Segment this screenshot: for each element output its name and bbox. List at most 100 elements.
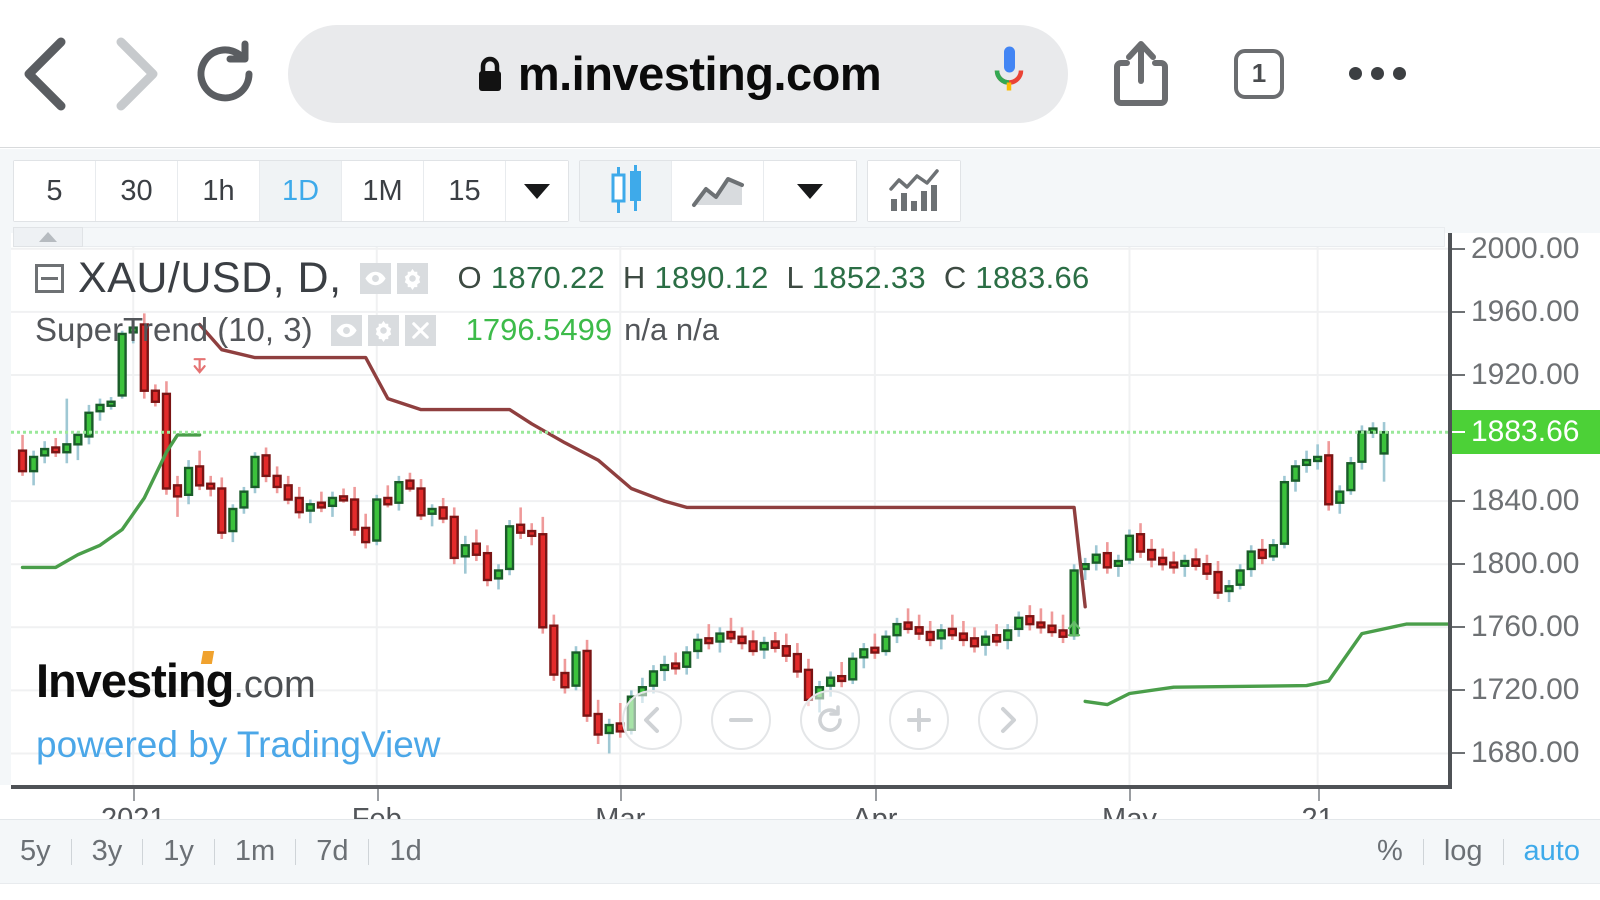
divider (213, 838, 215, 865)
bottom-bar: 5y 3y 1y 1m 7d 1d % log auto (0, 819, 1600, 883)
time-axis-tick (620, 789, 623, 801)
ohlc-close-value: 1883.66 (975, 260, 1090, 295)
logo-dot (200, 651, 215, 664)
chevron-down-icon (797, 183, 823, 199)
divider (142, 838, 144, 865)
gear-icon[interactable] (396, 262, 428, 294)
tick-mark (1452, 752, 1465, 755)
scroll-right-button[interactable] (978, 690, 1038, 750)
candlestick-icon (611, 165, 641, 213)
tick-mark (1452, 431, 1465, 434)
scale-auto-button[interactable]: auto (1523, 835, 1580, 867)
ohlc-open-value: 1870.22 (490, 260, 606, 295)
eye-icon[interactable] (330, 314, 362, 346)
tick-label: 1720.00 (1471, 673, 1580, 707)
timeframe-15[interactable]: 15 (424, 161, 506, 221)
ohlc-values: O 1870.22 H 1890.12 L 1852.33 C 1883.66 (458, 260, 1090, 296)
timeframe-more-button[interactable] (506, 161, 568, 221)
tick-mark (1452, 310, 1465, 313)
indicator-legend-row: SuperTrend (10, 3) 1796.5499 n/a n/a (35, 307, 1090, 353)
chart-legend: XAU/USD, D, O 1870.22 H 1890.12 L 1852.3… (35, 254, 1090, 353)
chevron-down-icon (524, 183, 550, 199)
toolbar-collapse-strip (83, 227, 1445, 247)
range-3y[interactable]: 3y (91, 835, 123, 867)
ellipsis-icon (1348, 67, 1406, 80)
timeframe-1d[interactable]: 1D (260, 161, 342, 221)
ohlc-high-value: 1890.12 (654, 260, 769, 295)
plus-icon (907, 708, 931, 732)
chart-style-group (579, 160, 857, 222)
symbol-legend-row: XAU/USD, D, O 1870.22 H 1890.12 L 1852.3… (35, 254, 1090, 302)
range-7d[interactable]: 7d (316, 835, 349, 867)
back-button[interactable] (0, 34, 90, 114)
range-1d[interactable]: 1d (389, 835, 422, 867)
tick-label: 1883.66 (1471, 415, 1580, 449)
url-text: m.investing.com (517, 47, 882, 100)
price-axis-divider (1448, 233, 1452, 789)
zoom-in-button[interactable] (889, 690, 949, 750)
time-axis-tick (1317, 789, 1320, 801)
eye-icon[interactable] (359, 262, 391, 294)
tick-mark (1452, 626, 1465, 629)
price-axis-tick: 1920.00 (1452, 353, 1600, 397)
toolbar-collapse-button[interactable] (13, 227, 83, 247)
tick-label: 1680.00 (1471, 736, 1580, 770)
address-bar[interactable]: m.investing.com (288, 24, 1068, 123)
tick-label: 1960.00 (1471, 294, 1580, 328)
divider (1422, 838, 1424, 865)
reset-chart-button[interactable] (800, 690, 860, 750)
divider (368, 838, 370, 865)
tick-mark (1452, 247, 1465, 250)
tick-mark (1452, 689, 1465, 692)
chevron-left-icon (24, 37, 66, 110)
scale-percent-button[interactable]: % (1377, 835, 1403, 867)
price-axis[interactable]: 2000.00 1960.00 1920.00 1840.00 1800.00 1760.… (1452, 232, 1600, 785)
forward-button[interactable] (90, 34, 180, 114)
time-axis-tick (133, 789, 136, 801)
range-5y[interactable]: 5y (20, 835, 51, 867)
candlestick-style-button[interactable] (580, 161, 672, 221)
reset-icon (818, 705, 842, 732)
price-axis-tick: 1760.00 (1452, 605, 1600, 649)
scroll-left-button[interactable] (622, 690, 682, 750)
tabs-button[interactable]: 1 (1200, 48, 1318, 99)
share-button[interactable] (1082, 39, 1200, 109)
reload-button[interactable] (180, 38, 270, 110)
timeframe-group: 5 30 1h 1D 1M 15 (13, 160, 569, 222)
reload-icon (197, 40, 253, 101)
microphone-icon[interactable] (992, 44, 1026, 103)
chart-plot-area[interactable]: XAU/USD, D, O 1870.22 H 1890.12 L 1852.3… (11, 233, 1450, 785)
gear-icon[interactable] (367, 314, 399, 346)
time-axis-tick (1129, 789, 1132, 801)
minus-icon (729, 718, 753, 722)
tick-label: 2000.00 (1471, 231, 1580, 265)
range-1y[interactable]: 1y (163, 835, 194, 867)
timeframe-30[interactable]: 30 (96, 161, 178, 221)
price-axis-tick: 2000.00 (1452, 227, 1600, 271)
indicators-icon (889, 169, 939, 211)
chevron-left-icon (644, 707, 659, 733)
timeframe-5[interactable]: 5 (14, 161, 96, 221)
more-button[interactable] (1318, 67, 1436, 80)
indicators-button[interactable] (868, 161, 960, 221)
chevron-right-icon (116, 37, 158, 110)
ohlc-close-label: C (943, 260, 967, 295)
timeframe-1h[interactable]: 1h (178, 161, 260, 221)
price-axis-tick: 1800.00 (1452, 542, 1600, 586)
tab-count: 1 (1234, 48, 1284, 99)
scale-log-button[interactable]: log (1443, 835, 1483, 867)
tick-label: 1920.00 (1471, 357, 1580, 391)
powered-by-label: powered by TradingView (36, 724, 441, 765)
tick-mark (1452, 500, 1465, 503)
brand-suffix: .com (233, 664, 316, 706)
area-style-button[interactable] (672, 161, 764, 221)
time-axis-tick (376, 789, 379, 801)
close-icon[interactable] (404, 314, 436, 346)
browser-chrome: m.investing.com 1 (0, 0, 1600, 148)
range-1m[interactable]: 1m (234, 835, 276, 867)
candlestick-chart (11, 233, 1450, 785)
chart-style-more-button[interactable] (764, 161, 856, 221)
zoom-out-button[interactable] (711, 690, 771, 750)
legend-collapse-icon[interactable] (35, 263, 64, 293)
timeframe-1m[interactable]: 1M (342, 161, 424, 221)
